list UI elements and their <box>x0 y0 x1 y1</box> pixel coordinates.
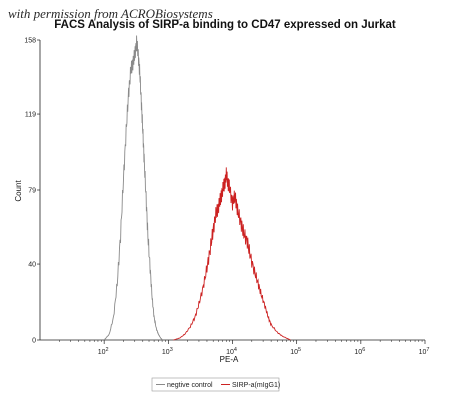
chart-title: FACS Analysis of SIRP-a binding to CD47 … <box>54 19 396 31</box>
series-layer <box>103 35 291 341</box>
series-line-1 <box>173 167 291 341</box>
x-axis-ticks: 102 103 104 105 106 107 <box>59 340 429 356</box>
legend: negtive control SIRP-a(mIgG1) <box>151 377 280 392</box>
x-axis-label: PE-A <box>220 355 239 364</box>
x-tick-label: 105 <box>290 347 301 356</box>
y-tick-label: 119 <box>25 112 36 119</box>
series-line-0 <box>103 35 164 341</box>
y-tick-label: 0 <box>32 338 36 345</box>
y-axis-label: Count <box>14 180 23 202</box>
y-axis-ticks: 0 40 79 119 158 <box>24 38 40 345</box>
x-tick-label: 103 <box>162 347 173 356</box>
x-tick-label: 107 <box>419 347 430 356</box>
watermark-text: with permission from ACROBiosystems <box>8 6 213 21</box>
x-tick-label: 102 <box>98 347 109 356</box>
y-tick-label: 40 <box>28 262 36 269</box>
plot-area <box>39 40 425 341</box>
x-tick-label: 106 <box>354 347 365 356</box>
y-tick-label: 158 <box>24 38 36 45</box>
x-tick-label: 104 <box>226 347 237 356</box>
y-tick-label: 79 <box>28 188 36 195</box>
legend-label-negative-control: negtive control <box>167 382 213 389</box>
legend-label-sirp-a: SIRP-a(mIgG1) <box>232 382 280 389</box>
legend-box <box>151 377 280 392</box>
